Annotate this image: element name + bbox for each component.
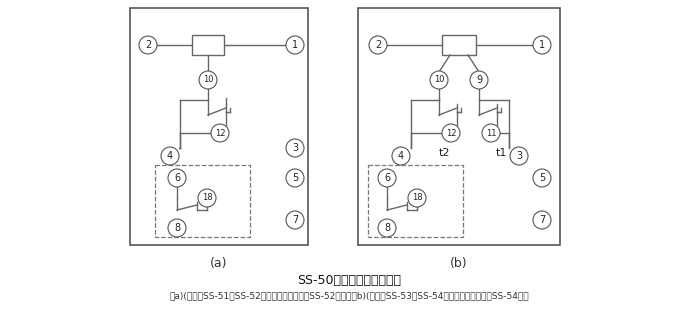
- Text: t1: t1: [496, 148, 507, 158]
- Text: 11: 11: [486, 129, 496, 138]
- Text: (a): (a): [210, 257, 228, 270]
- Circle shape: [470, 71, 488, 89]
- Circle shape: [286, 169, 304, 187]
- Text: 1: 1: [539, 40, 545, 50]
- Text: 10: 10: [203, 76, 213, 85]
- Text: 5: 5: [539, 173, 545, 183]
- Text: 12: 12: [215, 129, 225, 138]
- Text: (b): (b): [450, 257, 468, 270]
- Circle shape: [533, 36, 551, 54]
- Circle shape: [139, 36, 157, 54]
- Circle shape: [286, 139, 304, 157]
- Circle shape: [442, 124, 460, 142]
- Text: 7: 7: [539, 215, 545, 225]
- Text: 8: 8: [174, 223, 180, 233]
- Circle shape: [198, 189, 216, 207]
- Text: 6: 6: [174, 173, 180, 183]
- Text: 4: 4: [167, 151, 173, 161]
- Text: t2: t2: [438, 148, 449, 158]
- Text: 3: 3: [292, 143, 298, 153]
- Circle shape: [408, 189, 426, 207]
- Text: 12: 12: [446, 129, 456, 138]
- Text: 4: 4: [398, 151, 404, 161]
- Bar: [358, 8, 560, 245]
- Circle shape: [430, 71, 448, 89]
- Text: 3: 3: [516, 151, 522, 161]
- Text: （a)(背视）SS-51、SS-52型，图中虚线部分仅SS-52型有；（b)(背视）SS-53、SS-54型，图中虚线部分仅SS-54型有: （a)(背视）SS-51、SS-52型，图中虚线部分仅SS-52型有；（b)(背…: [169, 291, 529, 300]
- Text: 9: 9: [476, 75, 482, 85]
- Circle shape: [369, 36, 387, 54]
- Circle shape: [533, 211, 551, 229]
- Circle shape: [392, 147, 410, 165]
- Circle shape: [286, 211, 304, 229]
- Circle shape: [168, 219, 186, 237]
- Bar: [130, 8, 308, 245]
- Text: 18: 18: [202, 193, 212, 202]
- Bar: [155, 165, 250, 237]
- Text: 7: 7: [292, 215, 298, 225]
- Text: 10: 10: [434, 76, 445, 85]
- Text: 5: 5: [292, 173, 298, 183]
- Bar: [192, 35, 224, 55]
- Bar: [442, 35, 476, 55]
- Text: 8: 8: [384, 223, 390, 233]
- Circle shape: [378, 219, 396, 237]
- Circle shape: [378, 169, 396, 187]
- Text: 6: 6: [384, 173, 390, 183]
- Circle shape: [161, 147, 179, 165]
- Text: 18: 18: [412, 193, 422, 202]
- Text: 2: 2: [375, 40, 381, 50]
- Circle shape: [211, 124, 229, 142]
- Circle shape: [533, 169, 551, 187]
- Circle shape: [168, 169, 186, 187]
- Bar: [368, 165, 463, 237]
- Text: 1: 1: [292, 40, 298, 50]
- Circle shape: [482, 124, 500, 142]
- Circle shape: [199, 71, 217, 89]
- Circle shape: [286, 36, 304, 54]
- Text: 2: 2: [145, 40, 151, 50]
- Circle shape: [510, 147, 528, 165]
- Text: SS-50系列背后端子接线图: SS-50系列背后端子接线图: [297, 274, 401, 287]
